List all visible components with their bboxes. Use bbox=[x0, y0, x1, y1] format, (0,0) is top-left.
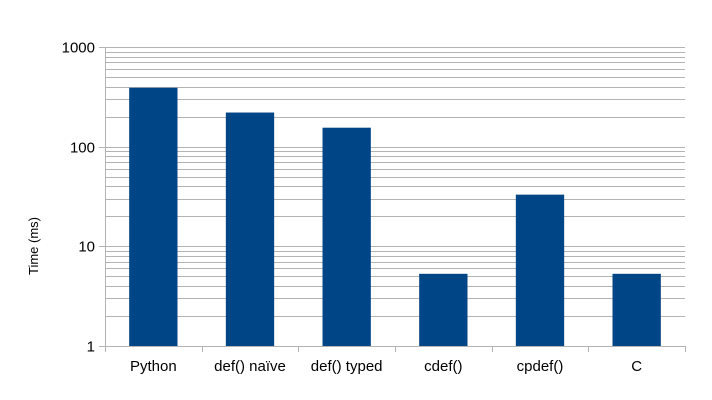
x-tick-label: def() typed bbox=[311, 358, 383, 375]
y-tick-label: 100 bbox=[70, 140, 95, 157]
bar-2 bbox=[322, 127, 371, 346]
bar-0 bbox=[129, 87, 178, 346]
x-tick-label: cdef() bbox=[424, 358, 462, 375]
x-tick-label: def() naïve bbox=[214, 358, 286, 375]
grid-lines bbox=[105, 47, 685, 347]
y-tick-labels: 1 10 100 1000 bbox=[62, 40, 95, 356]
y-tick-label: 1 bbox=[87, 339, 95, 356]
x-tick-labels: Python def() naïve def() typed cdef() cpdef(… bbox=[130, 358, 642, 375]
axes bbox=[99, 47, 686, 352]
x-tick-label: cpdef() bbox=[517, 358, 564, 375]
bars bbox=[129, 87, 661, 346]
bar-4 bbox=[515, 194, 565, 346]
bar-5 bbox=[612, 273, 661, 346]
bar-1 bbox=[225, 112, 275, 346]
x-tick-label: Python bbox=[130, 358, 177, 375]
bar-3 bbox=[419, 273, 468, 346]
y-tick-label: 10 bbox=[78, 239, 95, 256]
y-tick-label: 1000 bbox=[62, 40, 95, 57]
y-axis-title: Time (ms) bbox=[26, 217, 41, 275]
x-tick-label: C bbox=[631, 358, 642, 375]
